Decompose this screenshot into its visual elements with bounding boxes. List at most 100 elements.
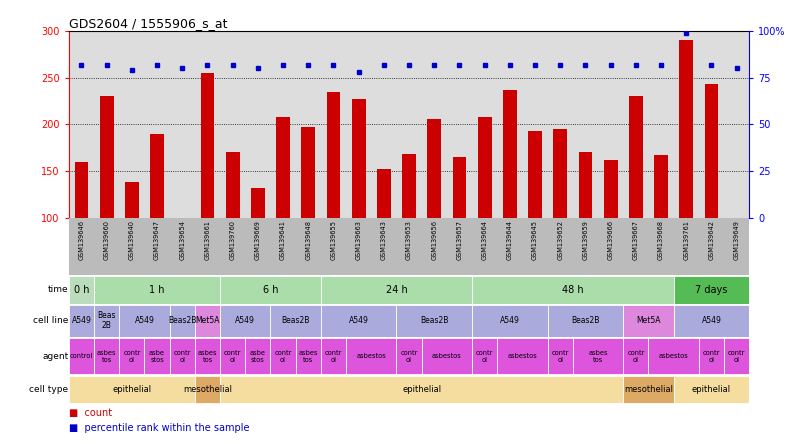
Bar bbox=[100, 96, 113, 218]
Text: contr
ol: contr ol bbox=[275, 350, 292, 363]
Text: GSM139664: GSM139664 bbox=[482, 221, 488, 261]
Text: GDS2604 / 1555906_s_at: GDS2604 / 1555906_s_at bbox=[69, 17, 228, 30]
Text: asbe
stos: asbe stos bbox=[249, 350, 266, 363]
Bar bbox=[503, 90, 517, 218]
Text: GSM139661: GSM139661 bbox=[204, 221, 211, 260]
Text: GSM139656: GSM139656 bbox=[431, 221, 437, 261]
Text: GSM139668: GSM139668 bbox=[658, 221, 664, 261]
Bar bbox=[396, 305, 472, 337]
Text: GSM139645: GSM139645 bbox=[532, 221, 538, 261]
Text: asbestos: asbestos bbox=[508, 353, 537, 359]
Text: A549: A549 bbox=[500, 316, 520, 325]
Bar bbox=[472, 276, 674, 304]
Text: GSM139654: GSM139654 bbox=[179, 221, 185, 261]
Bar bbox=[195, 338, 220, 374]
Bar bbox=[144, 338, 169, 374]
Text: contr
ol: contr ol bbox=[123, 350, 141, 363]
Text: 7 days: 7 days bbox=[695, 285, 727, 295]
Bar bbox=[578, 152, 592, 218]
Text: A549: A549 bbox=[236, 316, 255, 325]
Text: contr
ol: contr ol bbox=[173, 350, 191, 363]
Bar bbox=[346, 338, 396, 374]
Text: GSM139642: GSM139642 bbox=[709, 221, 714, 261]
Text: contr
ol: contr ol bbox=[627, 350, 645, 363]
Text: GSM139643: GSM139643 bbox=[381, 221, 387, 260]
Text: Met5A: Met5A bbox=[195, 316, 220, 325]
Text: GSM139667: GSM139667 bbox=[633, 221, 639, 261]
Text: A549: A549 bbox=[71, 316, 92, 325]
Bar bbox=[603, 160, 617, 218]
Text: mesothelial: mesothelial bbox=[183, 385, 232, 394]
Bar bbox=[69, 276, 94, 304]
Text: GSM139649: GSM139649 bbox=[734, 221, 740, 260]
Bar bbox=[69, 376, 195, 404]
Bar bbox=[75, 162, 88, 218]
Text: asbe
stos: asbe stos bbox=[149, 350, 165, 363]
Bar bbox=[119, 338, 144, 374]
Bar bbox=[195, 305, 220, 337]
Text: epithelial: epithelial bbox=[692, 385, 731, 394]
Text: GSM139648: GSM139648 bbox=[305, 221, 311, 261]
Text: A549: A549 bbox=[134, 316, 155, 325]
Bar bbox=[623, 338, 649, 374]
Bar bbox=[321, 305, 396, 337]
Bar bbox=[352, 99, 365, 218]
Bar bbox=[220, 376, 623, 404]
Text: GSM139657: GSM139657 bbox=[457, 221, 463, 261]
Bar bbox=[453, 157, 467, 218]
Text: 0 h: 0 h bbox=[74, 285, 89, 295]
Bar bbox=[699, 338, 724, 374]
Bar bbox=[94, 276, 220, 304]
Text: contr
ol: contr ol bbox=[224, 350, 241, 363]
Text: A549: A549 bbox=[349, 316, 369, 325]
Bar bbox=[377, 169, 390, 218]
Text: epithelial: epithelial bbox=[402, 385, 441, 394]
Text: GSM139644: GSM139644 bbox=[507, 221, 513, 261]
Bar bbox=[220, 338, 245, 374]
Text: Beas2B: Beas2B bbox=[281, 316, 310, 325]
Bar bbox=[251, 188, 265, 218]
Text: mesothelial: mesothelial bbox=[624, 385, 673, 394]
Bar bbox=[276, 117, 290, 218]
Text: GSM139761: GSM139761 bbox=[684, 221, 689, 260]
Text: GSM139652: GSM139652 bbox=[557, 221, 563, 261]
Bar bbox=[201, 73, 215, 218]
Bar bbox=[680, 40, 693, 218]
Text: control: control bbox=[70, 353, 93, 359]
Bar bbox=[674, 305, 749, 337]
Bar bbox=[125, 182, 139, 218]
Bar bbox=[422, 338, 472, 374]
Text: asbes
tos: asbes tos bbox=[97, 350, 117, 363]
Text: 24 h: 24 h bbox=[386, 285, 407, 295]
Bar bbox=[705, 84, 718, 218]
Text: 6 h: 6 h bbox=[262, 285, 278, 295]
Bar bbox=[654, 155, 668, 218]
Bar bbox=[623, 376, 674, 404]
Bar bbox=[69, 338, 94, 374]
Text: Beas
2B: Beas 2B bbox=[97, 311, 116, 330]
Bar bbox=[220, 276, 321, 304]
Bar bbox=[428, 119, 441, 218]
Text: epithelial: epithelial bbox=[113, 385, 151, 394]
Text: contr
ol: contr ol bbox=[552, 350, 569, 363]
Text: GSM139666: GSM139666 bbox=[608, 221, 614, 261]
Bar bbox=[169, 338, 195, 374]
Bar bbox=[573, 338, 623, 374]
Bar bbox=[724, 338, 749, 374]
Text: Beas2B: Beas2B bbox=[420, 316, 449, 325]
Text: asbestos: asbestos bbox=[432, 353, 462, 359]
Text: GSM139669: GSM139669 bbox=[255, 221, 261, 260]
Bar bbox=[548, 305, 623, 337]
Text: ■  count: ■ count bbox=[69, 408, 112, 418]
Text: Met5A: Met5A bbox=[636, 316, 661, 325]
Bar bbox=[321, 338, 346, 374]
Text: GSM139647: GSM139647 bbox=[154, 221, 160, 261]
Bar bbox=[301, 127, 315, 218]
Bar bbox=[69, 305, 94, 337]
Text: asbestos: asbestos bbox=[356, 353, 386, 359]
Bar bbox=[649, 338, 699, 374]
Bar bbox=[150, 134, 164, 218]
Text: 48 h: 48 h bbox=[562, 285, 584, 295]
Bar bbox=[245, 338, 271, 374]
Bar bbox=[169, 305, 195, 337]
